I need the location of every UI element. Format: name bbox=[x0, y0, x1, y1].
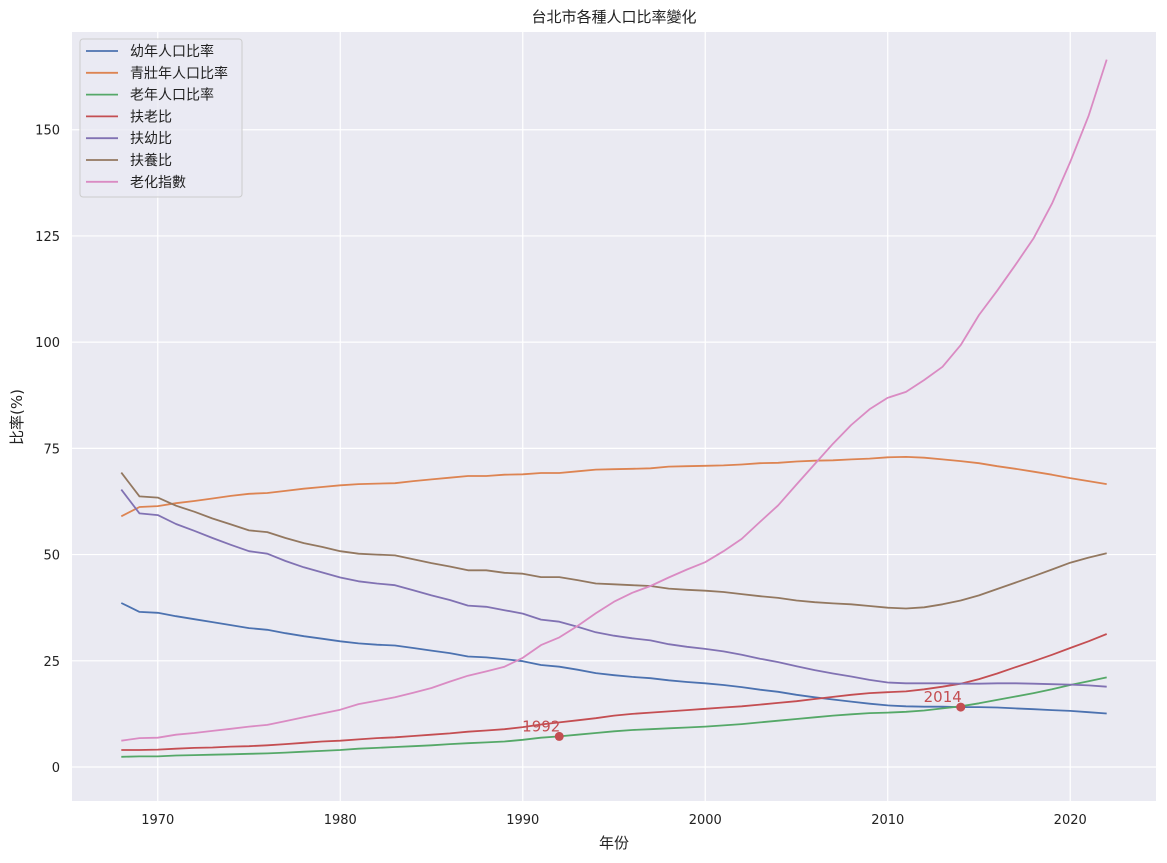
x-tick-label: 1990 bbox=[506, 813, 539, 828]
x-tick-label: 1980 bbox=[324, 813, 357, 828]
annotation-label: 1992 bbox=[522, 717, 560, 735]
grid bbox=[72, 32, 1156, 801]
annotation-marker bbox=[554, 731, 564, 741]
annotation-layer: 1992 2014 bbox=[522, 688, 966, 741]
x-tick-label: 1970 bbox=[141, 813, 174, 828]
y-axis-label: 比率(%) bbox=[8, 389, 26, 445]
y-tick-label: 125 bbox=[35, 230, 60, 245]
series-line-4 bbox=[121, 633, 1108, 751]
legend-label: 扶養比 bbox=[130, 152, 172, 169]
y-tick-label: 0 bbox=[52, 761, 60, 776]
series-line-5 bbox=[120, 489, 1107, 688]
legend-label: 老年人口比率 bbox=[130, 87, 214, 104]
legend-label: 幼年人口比率 bbox=[130, 43, 214, 60]
series-line-1 bbox=[120, 602, 1107, 715]
series-line-6 bbox=[120, 472, 1107, 610]
y-tick-label: 50 bbox=[43, 549, 60, 564]
legend-label: 扶老比 bbox=[130, 109, 172, 125]
annotation-label: 2014 bbox=[924, 688, 962, 706]
legend-label: 扶幼比 bbox=[130, 131, 172, 147]
x-axis-label: 年份 bbox=[599, 834, 629, 852]
plot-background bbox=[72, 32, 1156, 801]
series-line-3 bbox=[121, 676, 1107, 758]
series-layer bbox=[120, 59, 1108, 758]
y-tick-label: 25 bbox=[43, 655, 60, 670]
chart-title: 台北市各種人口比率變化 bbox=[531, 8, 696, 26]
y-tick-label: 150 bbox=[35, 124, 60, 139]
annotation-marker bbox=[956, 702, 966, 712]
tick-labels: 1970 1980 1990 2000 2010 2020 0 25 50 75 100 125 150 bbox=[35, 124, 1087, 828]
series-line-7 bbox=[121, 59, 1108, 742]
legend-label: 老化指數 bbox=[130, 175, 186, 191]
x-tick-label: 2010 bbox=[871, 813, 904, 828]
series-line-2 bbox=[120, 455, 1107, 518]
y-tick-label: 100 bbox=[35, 336, 60, 351]
x-tick-label: 2000 bbox=[689, 813, 722, 828]
legend-box bbox=[79, 38, 243, 198]
y-tick-label: 75 bbox=[43, 442, 60, 457]
x-tick-label: 2020 bbox=[1054, 813, 1087, 828]
legend-label: 青壯年人口比率 bbox=[130, 65, 228, 82]
